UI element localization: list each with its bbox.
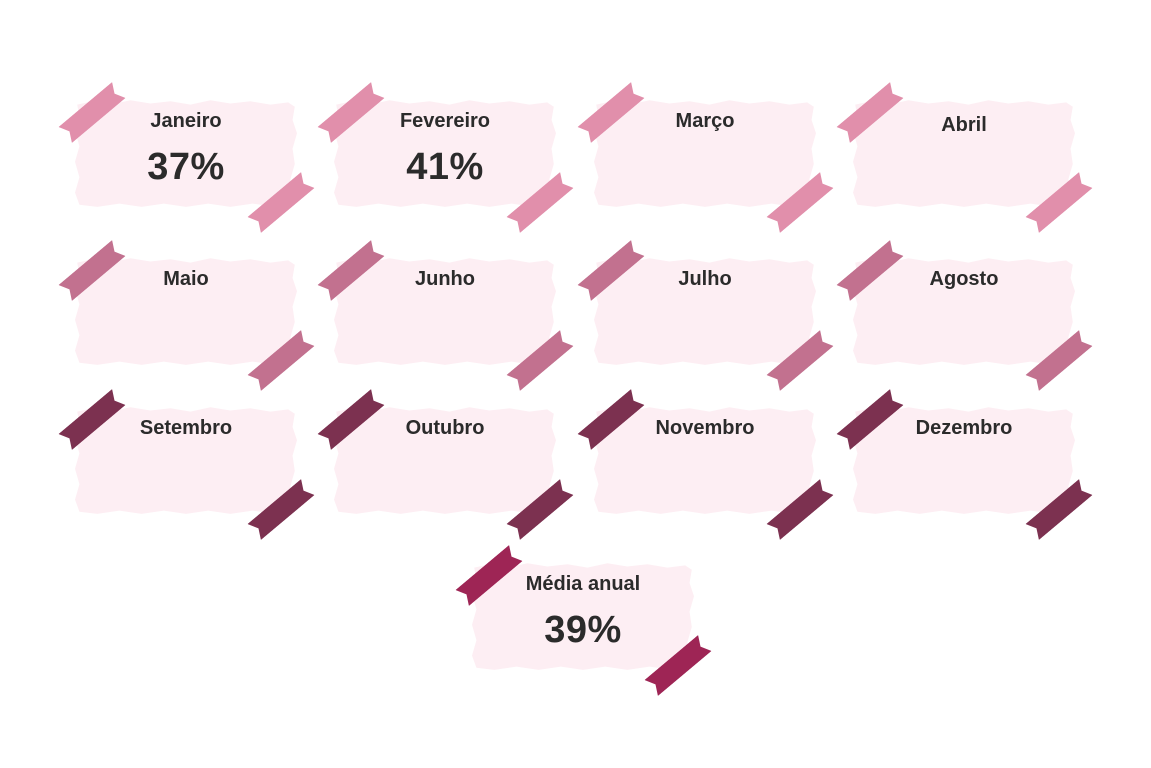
card-paper <box>334 258 556 365</box>
month-label: Abril <box>941 114 987 136</box>
month-card-marco: Março <box>594 98 816 208</box>
month-card-novembro: Novembro <box>594 405 816 515</box>
card-paper <box>334 100 556 207</box>
month-value: 41% <box>406 146 484 188</box>
card-paper <box>75 258 297 365</box>
summary-card-media-anual: Média anual 39% <box>472 561 694 671</box>
card-paper <box>853 258 1075 365</box>
month-card-junho: Junho <box>334 256 556 366</box>
month-label: Agosto <box>929 268 999 290</box>
month-label: Janeiro <box>150 110 222 132</box>
month-card-dezembro: Dezembro <box>853 405 1075 515</box>
month-label: Março <box>675 110 735 132</box>
card-paper <box>594 407 816 514</box>
card-paper <box>853 100 1075 207</box>
card-paper <box>594 100 816 207</box>
month-label: Dezembro <box>915 417 1013 439</box>
card-paper <box>594 258 816 365</box>
month-card-outubro: Outubro <box>334 405 556 515</box>
card-paper <box>472 563 694 670</box>
summary-label: Média anual <box>525 573 641 595</box>
month-label: Maio <box>163 268 209 290</box>
month-card-maio: Maio <box>75 256 297 366</box>
month-card-setembro: Setembro <box>75 405 297 515</box>
month-label: Setembro <box>139 417 233 439</box>
month-card-fevereiro: Fevereiro 41% <box>334 98 556 208</box>
month-label: Fevereiro <box>399 110 491 132</box>
card-paper <box>75 407 297 514</box>
month-label: Julho <box>678 268 732 290</box>
card-paper <box>853 407 1075 514</box>
month-value: 37% <box>147 146 225 188</box>
summary-value: 39% <box>544 609 622 651</box>
month-label: Junho <box>415 268 475 290</box>
card-paper <box>75 100 297 207</box>
card-paper <box>334 407 556 514</box>
month-card-julho: Julho <box>594 256 816 366</box>
month-card-agosto: Agosto <box>853 256 1075 366</box>
month-card-abril: Abril <box>853 98 1075 208</box>
month-card-janeiro: Janeiro 37% <box>75 98 297 208</box>
month-label: Outubro <box>405 417 485 439</box>
month-label: Novembro <box>655 417 755 439</box>
